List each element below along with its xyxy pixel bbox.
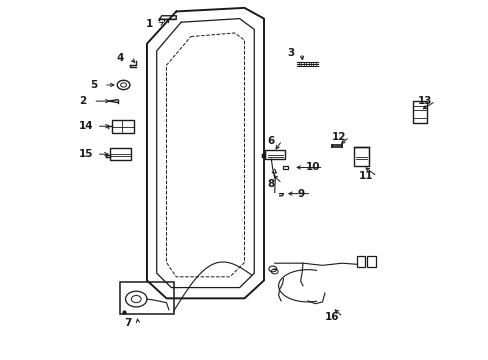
Text: 9: 9 — [296, 189, 304, 199]
Text: 5: 5 — [89, 80, 97, 90]
Bar — [112, 120, 134, 133]
Bar — [412, 101, 427, 123]
Bar — [366, 256, 375, 267]
Text: 12: 12 — [331, 132, 345, 142]
Text: 11: 11 — [358, 171, 373, 181]
Bar — [353, 147, 368, 166]
Text: 8: 8 — [267, 179, 274, 189]
Text: 14: 14 — [79, 121, 93, 131]
Bar — [110, 148, 131, 160]
Bar — [265, 150, 285, 159]
Text: 13: 13 — [417, 96, 431, 106]
Bar — [282, 166, 288, 169]
Text: 3: 3 — [286, 48, 294, 58]
Bar — [356, 256, 365, 267]
Bar — [120, 282, 173, 315]
Text: 10: 10 — [305, 162, 319, 172]
Text: 2: 2 — [79, 96, 86, 106]
Text: 15: 15 — [79, 149, 93, 159]
Text: 16: 16 — [325, 312, 339, 322]
Text: 1: 1 — [145, 19, 153, 29]
Text: 4: 4 — [116, 53, 123, 63]
Text: 7: 7 — [123, 319, 131, 328]
Text: 6: 6 — [267, 136, 274, 145]
